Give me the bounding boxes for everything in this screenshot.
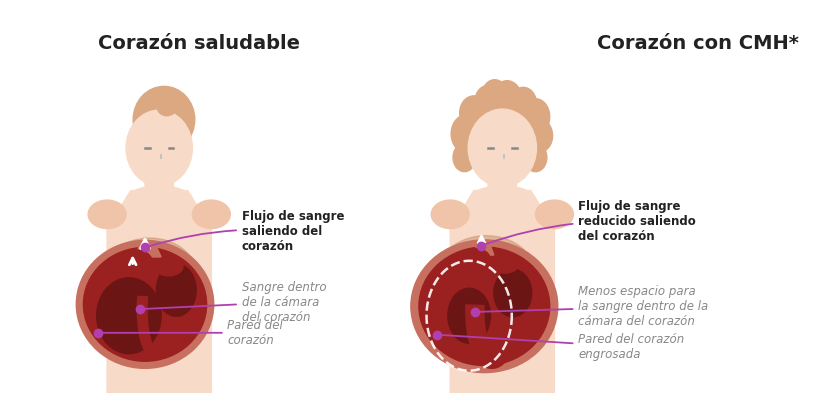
Polygon shape <box>450 191 555 393</box>
Text: Corazón saludable: Corazón saludable <box>98 34 300 53</box>
Ellipse shape <box>83 248 207 361</box>
Ellipse shape <box>160 90 181 109</box>
Ellipse shape <box>460 96 488 130</box>
Text: Corazón con CMH*: Corazón con CMH* <box>597 34 799 53</box>
Ellipse shape <box>468 109 536 187</box>
Text: Menos espacio para
la sangre dentro de la
cámara del corazón: Menos espacio para la sangre dentro de l… <box>477 285 708 328</box>
Ellipse shape <box>192 200 230 229</box>
Ellipse shape <box>154 257 183 276</box>
Ellipse shape <box>510 87 536 120</box>
Ellipse shape <box>157 99 177 116</box>
Ellipse shape <box>521 99 550 135</box>
Ellipse shape <box>77 240 214 368</box>
Ellipse shape <box>453 143 476 172</box>
FancyBboxPatch shape <box>488 167 516 206</box>
Ellipse shape <box>448 288 491 343</box>
Ellipse shape <box>133 86 195 153</box>
Ellipse shape <box>524 143 547 172</box>
Ellipse shape <box>119 250 152 274</box>
Ellipse shape <box>493 81 521 115</box>
Ellipse shape <box>431 200 469 229</box>
Ellipse shape <box>88 200 126 229</box>
Polygon shape <box>472 242 494 255</box>
Ellipse shape <box>528 120 552 152</box>
FancyBboxPatch shape <box>145 167 173 206</box>
Ellipse shape <box>536 200 573 229</box>
Ellipse shape <box>451 115 481 153</box>
Ellipse shape <box>157 264 197 316</box>
Ellipse shape <box>482 80 507 108</box>
Ellipse shape <box>419 247 550 366</box>
Ellipse shape <box>126 110 192 186</box>
Ellipse shape <box>475 85 501 118</box>
Text: Flujo de sangre
saliendo del
corazón: Flujo de sangre saliendo del corazón <box>147 210 344 252</box>
Ellipse shape <box>102 238 197 314</box>
Text: Pared del
corazón: Pared del corazón <box>101 319 283 347</box>
Polygon shape <box>107 191 212 393</box>
Ellipse shape <box>460 248 490 269</box>
Ellipse shape <box>436 236 536 316</box>
Polygon shape <box>132 243 161 257</box>
Ellipse shape <box>128 117 190 185</box>
Text: Sangre dentro
de la cámara
del corazón: Sangre dentro de la cámara del corazón <box>143 281 327 324</box>
Ellipse shape <box>97 278 161 354</box>
Text: Flujo de sangre
reducido saliendo
del corazón: Flujo de sangre reducido saliendo del co… <box>484 200 696 245</box>
Ellipse shape <box>460 257 545 314</box>
Ellipse shape <box>469 186 536 214</box>
Ellipse shape <box>492 256 518 273</box>
Ellipse shape <box>411 240 558 372</box>
Ellipse shape <box>471 116 533 186</box>
Ellipse shape <box>117 257 202 314</box>
Ellipse shape <box>126 186 192 214</box>
Text: Pared del corazón
engrosada: Pared del corazón engrosada <box>440 333 685 361</box>
Ellipse shape <box>494 269 531 317</box>
